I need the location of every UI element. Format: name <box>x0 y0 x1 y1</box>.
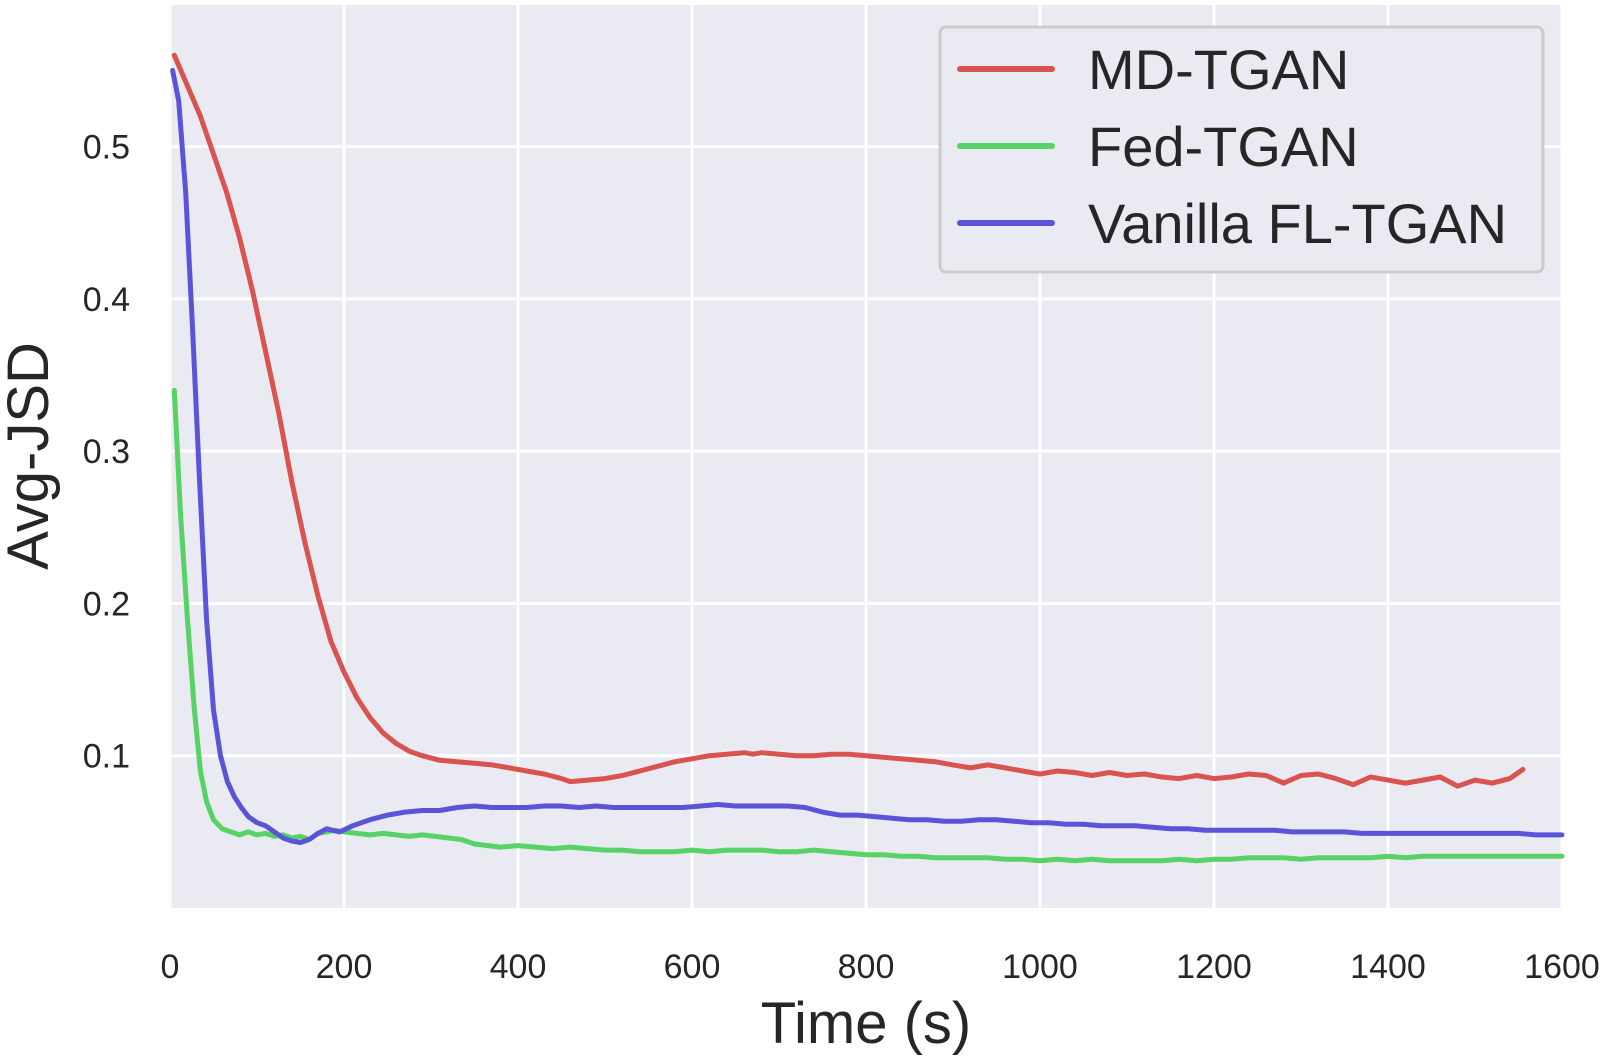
x-tick-label-1000: 1000 <box>1002 948 1078 986</box>
x-tick-label-200: 200 <box>316 948 373 986</box>
legend-label-md-tgan: MD-TGAN <box>1088 38 1349 101</box>
legend: MD-TGAN Fed-TGAN Vanilla FL-TGAN <box>938 25 1545 274</box>
x-axis-title: Time (s) <box>761 991 971 1056</box>
y-tick-labels: 0.1 0.2 0.3 0.4 0.5 <box>83 129 130 776</box>
y-tick-label-0.2: 0.2 <box>83 585 130 623</box>
y-tick-label-0.1: 0.1 <box>83 738 130 776</box>
y-tick-label-0.5: 0.5 <box>83 129 130 167</box>
x-tick-label-1400: 1400 <box>1350 948 1426 986</box>
y-tick-label-0.3: 0.3 <box>83 433 130 471</box>
series-line-md-tgan <box>171 52 1526 789</box>
x-tick-label-800: 800 <box>838 948 895 986</box>
series-line-vanilla-fl-tgan <box>170 68 1565 845</box>
legend-label-fed-tgan: Fed-TGAN <box>1088 115 1359 178</box>
legend-entries: MD-TGAN Fed-TGAN Vanilla FL-TGAN <box>957 38 1507 255</box>
x-tick-label-1600: 1600 <box>1524 948 1600 986</box>
series-line-fed-tgan <box>171 387 1565 864</box>
y-axis-title: Avg-JSD <box>0 342 61 570</box>
x-tick-labels: 0 200 400 600 800 1000 1200 1400 1600 <box>161 948 1600 986</box>
series-lines <box>170 52 1565 864</box>
legend-label-vanilla-fl-tgan: Vanilla FL-TGAN <box>1088 192 1507 255</box>
legend-frame <box>938 25 1545 274</box>
y-tick-label-0.4: 0.4 <box>83 281 130 319</box>
x-tick-label-600: 600 <box>664 948 721 986</box>
x-tick-label-0: 0 <box>161 948 180 986</box>
x-tick-label-400: 400 <box>490 948 547 986</box>
x-tick-label-1200: 1200 <box>1176 948 1252 986</box>
